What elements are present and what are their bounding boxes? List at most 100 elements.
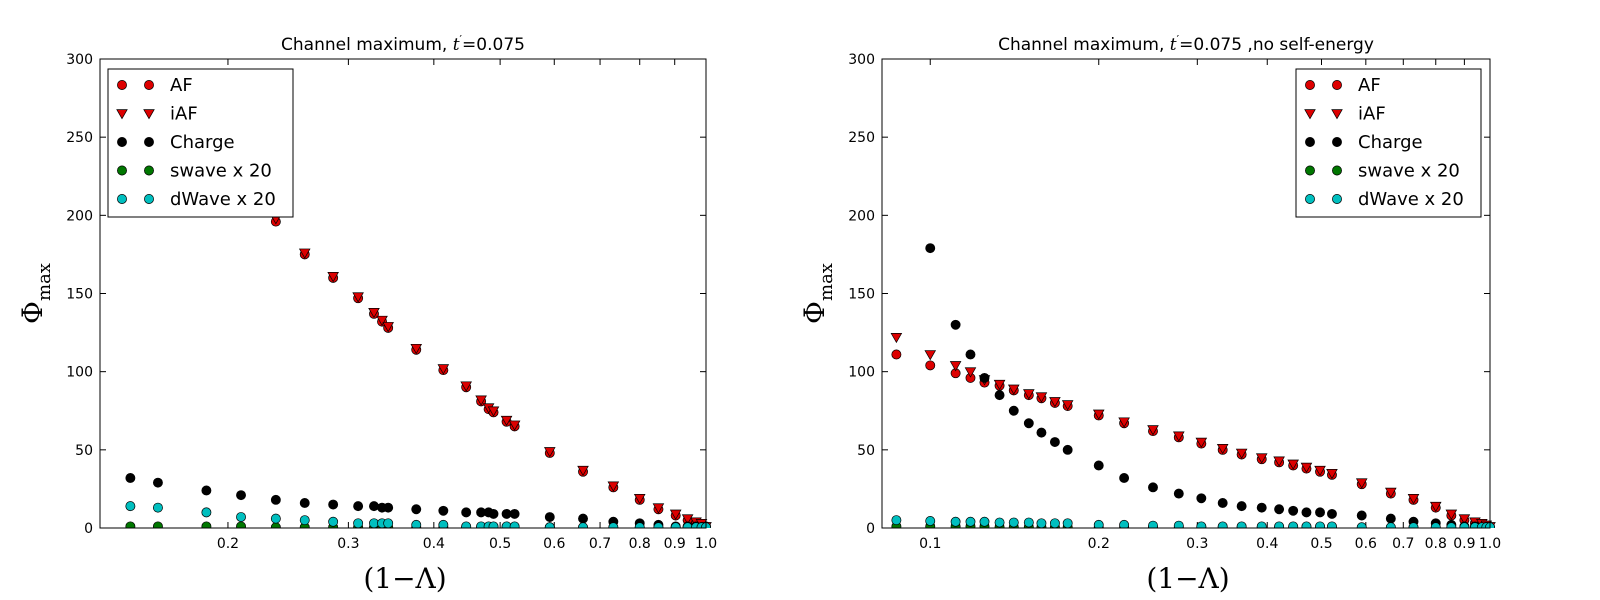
- y-tick-label: 150: [848, 287, 875, 303]
- data-point: [949, 361, 962, 372]
- legend-marker: [144, 165, 154, 176]
- data-point: [669, 509, 682, 520]
- data-point: [152, 521, 163, 528]
- legend-marker: [144, 80, 154, 90]
- title-value: =0.075: [462, 35, 525, 55]
- series-dwave-x-20: [891, 515, 1495, 528]
- y-tick-label: 300: [848, 52, 875, 68]
- data-point: [1287, 459, 1299, 470]
- data-point: [608, 522, 619, 528]
- data-point: [125, 521, 136, 528]
- data-point: [1459, 522, 1470, 528]
- legend-marker: [117, 137, 127, 147]
- data-point: [1173, 488, 1184, 499]
- legend-marker: [1332, 194, 1342, 204]
- data-point: [1148, 520, 1158, 528]
- data-point: [475, 395, 487, 406]
- x-tick-label: 1.0: [1479, 536, 1501, 552]
- data-point: [236, 512, 246, 523]
- data-point: [1288, 505, 1299, 516]
- data-point: [1035, 392, 1048, 403]
- title-prime: ′: [460, 33, 463, 46]
- data-point: [1385, 522, 1396, 528]
- chart-title: Channel maximum, t′=0.075 ,no self-energ…: [998, 33, 1374, 55]
- data-point: [1196, 521, 1207, 528]
- data-point: [1217, 498, 1228, 508]
- data-point: [681, 514, 694, 525]
- data-point: [1255, 453, 1268, 464]
- data-point: [964, 367, 977, 378]
- legend-label: Charge: [1358, 132, 1423, 153]
- legend-label: swave x 20: [1358, 161, 1460, 182]
- legend-marker: [1305, 137, 1315, 147]
- data-point: [410, 343, 423, 355]
- data-point: [1458, 514, 1471, 525]
- data-point: [1315, 507, 1325, 518]
- data-point: [979, 372, 990, 383]
- data-point: [236, 521, 246, 528]
- series-dwave-x-20: [125, 501, 711, 528]
- legend-label: Charge: [170, 132, 235, 153]
- data-point: [270, 522, 281, 528]
- y-axis-label: Φmax: [798, 263, 837, 324]
- data-point: [299, 498, 310, 508]
- y-tick-label: 250: [66, 130, 93, 146]
- data-point: [925, 243, 936, 254]
- x-tick-label: 0.7: [589, 536, 611, 552]
- title-prime: ′: [1177, 33, 1180, 46]
- chart-panel-2: Channel maximum, t′=0.075 ,no self-energ…: [798, 33, 1501, 595]
- data-point: [1148, 482, 1158, 493]
- legend-label: dWave x 20: [170, 189, 276, 210]
- legend-marker: [144, 137, 154, 147]
- data-point: [1008, 517, 1019, 528]
- data-point: [1301, 507, 1312, 518]
- data-point: [1093, 460, 1104, 471]
- legend-marker: [117, 165, 127, 176]
- data-point: [1445, 509, 1458, 520]
- legend-marker: [116, 109, 128, 120]
- legend-marker: [144, 194, 154, 204]
- data-point: [1036, 427, 1047, 438]
- data-point: [368, 308, 380, 319]
- data-point: [633, 494, 646, 505]
- legend-marker: [1305, 165, 1315, 176]
- data-point: [488, 508, 499, 519]
- data-point: [653, 522, 664, 528]
- series-charge: [125, 473, 711, 528]
- data-point: [352, 292, 364, 303]
- legend-marker: [1332, 137, 1342, 147]
- data-point: [577, 465, 589, 477]
- data-point: [1446, 522, 1457, 528]
- x-axis-label: (1−Λ): [1146, 562, 1229, 595]
- y-tick-label: 100: [848, 365, 875, 381]
- data-point: [488, 521, 499, 528]
- data-point: [965, 349, 976, 360]
- data-point: [383, 518, 394, 528]
- data-point: [965, 516, 976, 527]
- data-point: [383, 502, 394, 513]
- data-point: [1407, 494, 1420, 505]
- data-point: [201, 521, 212, 528]
- data-point: [1327, 508, 1337, 519]
- data-point: [1408, 522, 1419, 528]
- data-point: [543, 447, 556, 458]
- data-point: [461, 507, 472, 518]
- legend-marker: [1305, 80, 1315, 90]
- data-point: [1049, 397, 1061, 408]
- data-point: [328, 516, 339, 527]
- data-point: [1385, 487, 1397, 498]
- data-point: [652, 503, 665, 514]
- x-tick-label: 0.8: [629, 536, 651, 552]
- title-value: =0.075: [1179, 35, 1242, 55]
- data-point: [1288, 521, 1299, 528]
- y-tick-label: 150: [66, 287, 93, 303]
- legend-marker: [143, 109, 155, 120]
- data-point: [509, 521, 520, 528]
- data-point: [1195, 437, 1208, 448]
- legend-marker: [117, 194, 127, 204]
- data-point: [327, 272, 339, 283]
- title-suffix: ,no self-energy: [1242, 35, 1374, 55]
- data-point: [1314, 465, 1326, 477]
- data-point: [1049, 437, 1060, 447]
- plot-frame: [99, 58, 707, 529]
